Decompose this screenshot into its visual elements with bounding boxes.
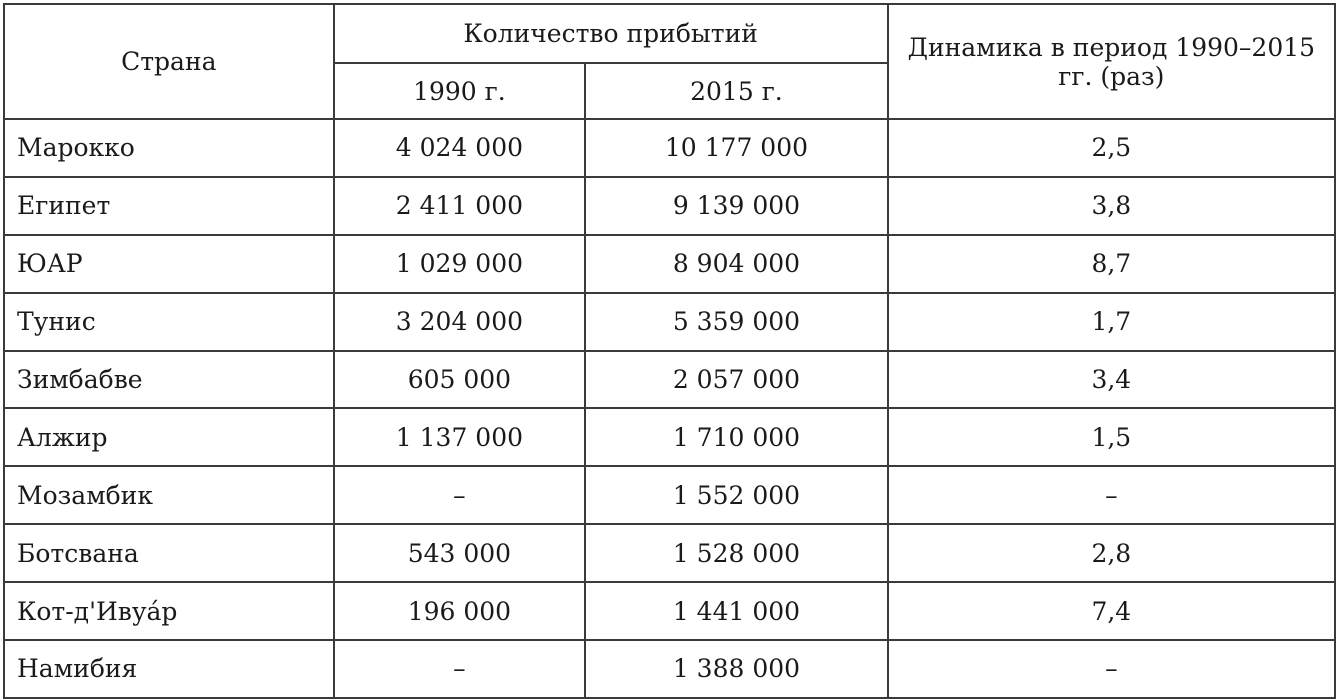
- arrivals-1990-cell: 543 000: [332, 523, 587, 584]
- table-row: Тунис 3 204 000 5 359 000 1,7: [3, 291, 1337, 352]
- arrivals-2015-cell: 8 904 000: [584, 233, 889, 294]
- table-row: Египет 2 411 000 9 139 000 3,8: [3, 175, 1337, 236]
- header-1990: 1990 г.: [332, 62, 587, 120]
- country-cell: Тунис: [3, 291, 335, 352]
- arrivals-2015-cell: 5 359 000: [584, 291, 889, 352]
- arrivals-2015-cell: 1 528 000: [584, 523, 889, 584]
- dynamics-cell: 3,4: [886, 349, 1337, 410]
- country-cell: Алжир: [3, 407, 335, 468]
- arrivals-1990-cell: 1 137 000: [332, 407, 587, 468]
- arrivals-1990-cell: 196 000: [332, 581, 587, 642]
- arrivals-1990-cell: 3 204 000: [332, 291, 587, 352]
- header-2015: 2015 г.: [584, 62, 889, 120]
- table-row: Алжир 1 137 000 1 710 000 1,5: [3, 407, 1337, 468]
- country-cell: Марокко: [3, 118, 335, 178]
- table-row: Намибия –1 388 000–: [3, 639, 1337, 699]
- arrivals-1990-cell: 2 411 000: [332, 175, 587, 236]
- table-row: Марокко 4 024 000 10 177 000 2,5: [3, 118, 1337, 178]
- dynamics-cell: 8,7: [886, 233, 1337, 294]
- arrivals-1990-cell: –: [332, 639, 587, 699]
- arrivals-2015-cell: 1 710 000: [584, 407, 889, 468]
- dynamics-cell: 1,5: [886, 407, 1337, 468]
- country-cell: Зимбабве: [3, 349, 335, 410]
- arrivals-1990-cell: 605 000: [332, 349, 587, 410]
- country-cell: Намибия: [3, 639, 335, 699]
- dynamics-cell: –: [886, 465, 1337, 526]
- arrivals-2015-cell: 1 552 000: [584, 465, 889, 526]
- arrivals-table: Страна Количество прибытий Динамика в пе…: [3, 3, 1337, 699]
- country-cell: Кот-д'Ивуа́р: [3, 581, 335, 642]
- country-cell: Египет: [3, 175, 335, 236]
- table-row: Кот-д'Ивуа́р 196 000 1 441 000 7,4: [3, 581, 1337, 642]
- dynamics-cell: –: [886, 639, 1337, 699]
- header-country: Страна: [3, 3, 335, 120]
- arrivals-2015-cell: 1 441 000: [584, 581, 889, 642]
- arrivals-2015-cell: 9 139 000: [584, 175, 889, 236]
- table-row: Ботсвана 543 000 1 528 000 2,8: [3, 523, 1337, 584]
- header-dynamics: Динамика в период 1990–2015 гг. (раз): [886, 3, 1337, 120]
- dynamics-cell: 2,8: [886, 523, 1337, 584]
- dynamics-cell: 1,7: [886, 291, 1337, 352]
- dynamics-cell: 7,4: [886, 581, 1337, 642]
- arrivals-2015-cell: 2 057 000: [584, 349, 889, 410]
- dynamics-cell: 2,5: [886, 118, 1337, 178]
- country-cell: Мозамбик: [3, 465, 335, 526]
- table-row: ЮАР 1 029 000 8 904 000 8,7: [3, 233, 1337, 294]
- table-row: Зимбабве 605 000 2 057 000 3,4: [3, 349, 1337, 410]
- header-arrivals: Количество прибытий: [332, 3, 889, 64]
- table-row: Мозамбик –1 552 000–: [3, 465, 1337, 526]
- arrivals-2015-cell: 1 388 000: [584, 639, 889, 699]
- country-cell: Ботсвана: [3, 523, 335, 584]
- country-cell: ЮАР: [3, 233, 335, 294]
- arrivals-1990-cell: 4 024 000: [332, 118, 587, 178]
- arrivals-1990-cell: –: [332, 465, 587, 526]
- arrivals-2015-cell: 10 177 000: [584, 118, 889, 178]
- arrivals-1990-cell: 1 029 000: [332, 233, 587, 294]
- dynamics-cell: 3,8: [886, 175, 1337, 236]
